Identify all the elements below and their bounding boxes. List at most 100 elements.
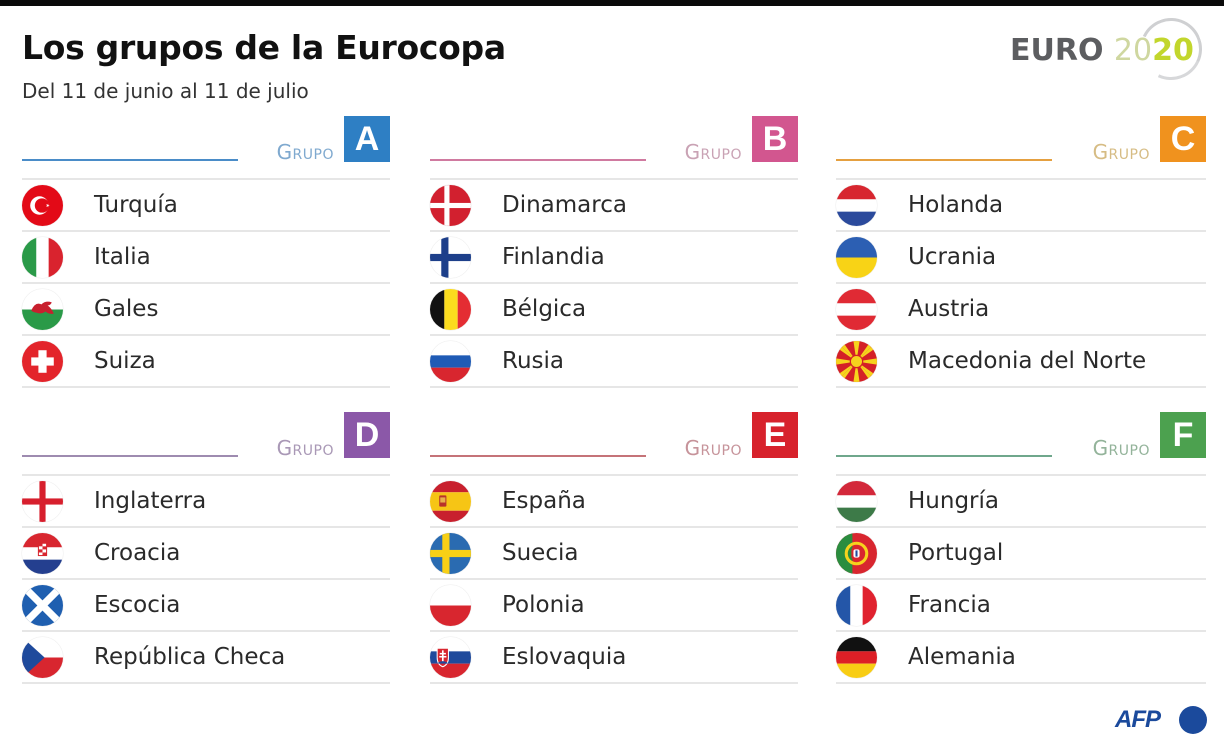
- group-e: Grupo E España Suecia Polonia Eslovaquia: [430, 412, 798, 684]
- group-letter-badge: B: [752, 116, 798, 162]
- team-list: Inglaterra Croacia Escocia República Checa: [22, 474, 390, 684]
- top-bar: [0, 0, 1224, 6]
- group-c: Grupo C Holanda Ucrania Austria Macedonia del…: [836, 116, 1206, 388]
- team-name: Finlandia: [502, 244, 605, 270]
- team-row: Suecia: [430, 528, 798, 580]
- group-header: Grupo C: [836, 116, 1206, 178]
- group-header: Grupo B: [430, 116, 798, 178]
- team-name: Suecia: [502, 540, 579, 566]
- team-name: Dinamarca: [502, 192, 627, 218]
- group-label: Grupo: [684, 436, 742, 460]
- wales-flag-icon: [22, 288, 63, 330]
- team-name: Holanda: [908, 192, 1004, 218]
- finland-flag-icon: [430, 236, 471, 278]
- group-letter-badge: A: [344, 116, 390, 162]
- team-row: República Checa: [22, 632, 390, 684]
- austria-flag-icon: [836, 288, 877, 330]
- sweden-flag-icon: [430, 532, 471, 574]
- team-row: Francia: [836, 580, 1206, 632]
- group-b: Grupo B Dinamarca Finlandia Bélgica Rusia: [430, 116, 798, 388]
- group-header-line: [22, 159, 238, 161]
- page-title: Los grupos de la Eurocopa: [22, 28, 506, 67]
- group-header-line: [836, 159, 1052, 161]
- team-list: Holanda Ucrania Austria Macedonia del Norte: [836, 178, 1206, 388]
- team-name: Ucrania: [908, 244, 997, 270]
- team-row: Croacia: [22, 528, 390, 580]
- group-label: Grupo: [276, 140, 334, 164]
- logo-year-part2: 20: [1152, 33, 1194, 68]
- group-header: Grupo F: [836, 412, 1206, 474]
- team-row: España: [430, 476, 798, 528]
- group-label: Grupo: [684, 140, 742, 164]
- team-row: Portugal: [836, 528, 1206, 580]
- team-row: Gales: [22, 284, 390, 336]
- team-name: Inglaterra: [94, 488, 207, 514]
- scotland-flag-icon: [22, 584, 63, 626]
- team-row: Escocia: [22, 580, 390, 632]
- team-name: Francia: [908, 592, 991, 618]
- team-name: Polonia: [502, 592, 585, 618]
- group-header: Grupo D: [22, 412, 390, 474]
- team-row: Dinamarca: [430, 180, 798, 232]
- team-name: Turquía: [94, 192, 178, 218]
- group-f: Grupo F Hungría Portugal Francia Alemania: [836, 412, 1206, 684]
- group-letter-badge: D: [344, 412, 390, 458]
- switzerland-flag-icon: [22, 340, 63, 382]
- group-letter-badge: C: [1160, 116, 1206, 162]
- italy-flag-icon: [22, 236, 63, 278]
- ukraine-flag-icon: [836, 236, 877, 278]
- team-row: Rusia: [430, 336, 798, 388]
- group-header: Grupo E: [430, 412, 798, 474]
- team-name: Alemania: [908, 644, 1016, 670]
- team-row: Macedonia del Norte: [836, 336, 1206, 388]
- logo-year-part1: 20: [1113, 33, 1153, 68]
- team-name: Italia: [94, 244, 151, 270]
- germany-flag-icon: [836, 636, 877, 678]
- group-a: Grupo A Turquía Italia Gales Suiza: [22, 116, 390, 388]
- afp-text: AFP: [1115, 706, 1161, 733]
- team-name: Eslovaquia: [502, 644, 627, 670]
- group-header-line: [430, 159, 646, 161]
- team-row: Ucrania: [836, 232, 1206, 284]
- turkey-flag-icon: [22, 184, 63, 226]
- team-list: España Suecia Polonia Eslovaquia: [430, 474, 798, 684]
- croatia-flag-icon: [22, 532, 63, 574]
- team-name: Escocia: [94, 592, 181, 618]
- team-row: Polonia: [430, 580, 798, 632]
- euro-2020-logo: EURO 2020: [1010, 9, 1211, 89]
- logo-text: EURO 2020: [1010, 33, 1194, 68]
- spain-flag-icon: [430, 480, 471, 522]
- team-list: Hungría Portugal Francia Alemania: [836, 474, 1206, 684]
- team-name: Macedonia del Norte: [908, 348, 1147, 374]
- team-list: Dinamarca Finlandia Bélgica Rusia: [430, 178, 798, 388]
- team-name: Portugal: [908, 540, 1004, 566]
- belgium-flag-icon: [430, 288, 471, 330]
- team-list: Turquía Italia Gales Suiza: [22, 178, 390, 388]
- netherlands-flag-icon: [836, 184, 877, 226]
- team-row: Holanda: [836, 180, 1206, 232]
- team-name: Rusia: [502, 348, 564, 374]
- denmark-flag-icon: [430, 184, 471, 226]
- czech-republic-flag-icon: [22, 636, 63, 678]
- group-letter-badge: F: [1160, 412, 1206, 458]
- team-name: República Checa: [94, 644, 286, 670]
- team-name: España: [502, 488, 586, 514]
- slovakia-flag-icon: [430, 636, 471, 678]
- team-row: Italia: [22, 232, 390, 284]
- afp-logo: AFP: [1115, 706, 1210, 736]
- team-row: Inglaterra: [22, 476, 390, 528]
- north-macedonia-flag-icon: [836, 340, 877, 382]
- group-label: Grupo: [276, 436, 334, 460]
- team-row: Turquía: [22, 180, 390, 232]
- afp-dot-icon: [1179, 706, 1207, 734]
- group-header: Grupo A: [22, 116, 390, 178]
- team-name: Gales: [94, 296, 159, 322]
- team-row: Finlandia: [430, 232, 798, 284]
- portugal-flag-icon: [836, 532, 877, 574]
- team-row: Bélgica: [430, 284, 798, 336]
- team-name: Bélgica: [502, 296, 587, 322]
- group-header-line: [430, 455, 646, 457]
- team-name: Hungría: [908, 488, 999, 514]
- poland-flag-icon: [430, 584, 471, 626]
- france-flag-icon: [836, 584, 877, 626]
